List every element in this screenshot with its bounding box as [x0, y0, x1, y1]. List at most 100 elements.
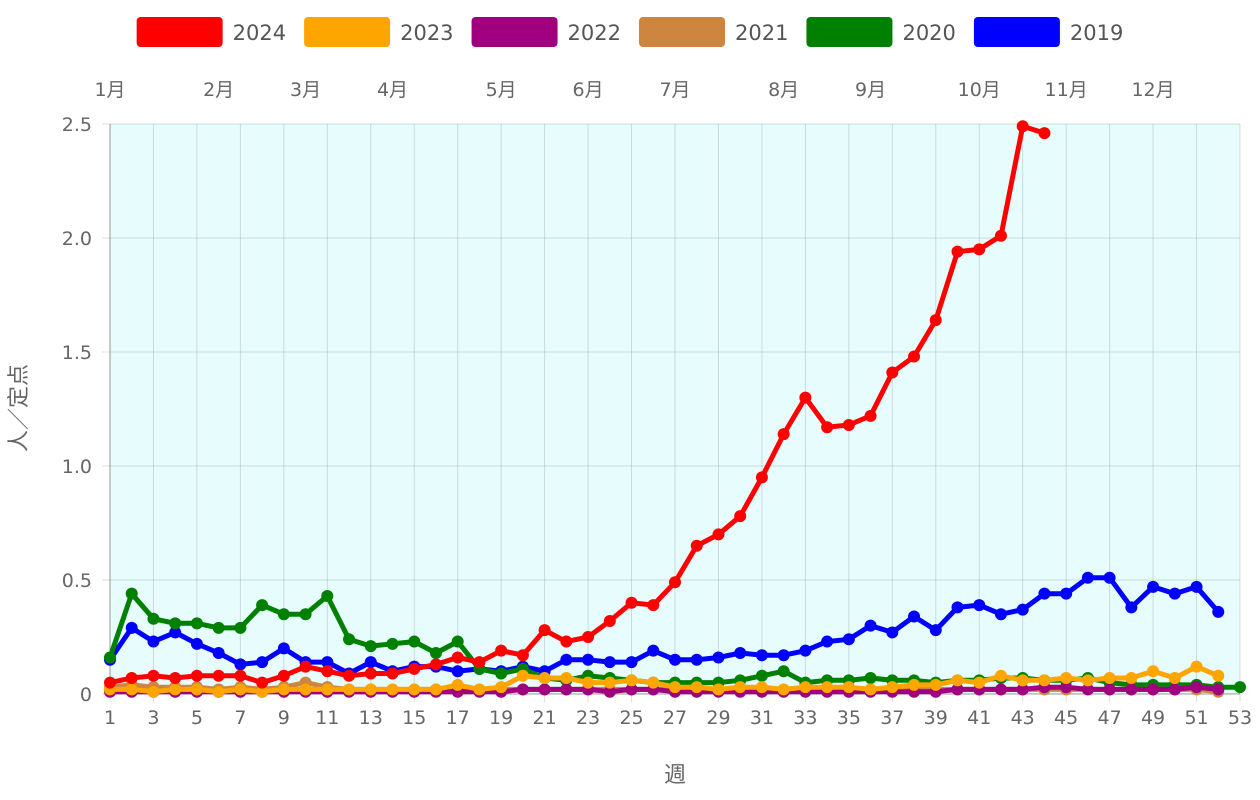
data-point [1234, 681, 1246, 694]
data-point [712, 683, 725, 696]
data-point [234, 658, 247, 671]
data-point [473, 683, 486, 696]
data-point [147, 635, 160, 648]
data-point [864, 619, 877, 632]
data-point [190, 669, 203, 682]
data-point [234, 683, 247, 696]
data-point [429, 646, 442, 659]
data-point [364, 640, 377, 653]
legend-swatch [304, 17, 391, 47]
data-point [842, 633, 855, 646]
data-point [821, 681, 834, 694]
data-point [951, 245, 964, 258]
data-point [212, 669, 225, 682]
data-point [1103, 672, 1116, 685]
x-tick-label: 3 [147, 707, 159, 729]
data-point [842, 681, 855, 694]
data-point [299, 608, 312, 621]
data-point [777, 428, 790, 441]
data-point [734, 681, 747, 694]
data-point [560, 672, 573, 685]
month-label: 1月 [94, 79, 125, 101]
data-point [321, 589, 334, 602]
data-point [125, 672, 138, 685]
data-point [1081, 571, 1094, 584]
data-point [799, 391, 812, 404]
data-point [603, 615, 616, 628]
x-tick-label: 31 [750, 707, 774, 729]
x-tick-label: 41 [967, 707, 991, 729]
data-point [908, 610, 921, 623]
data-point [1060, 672, 1073, 685]
data-point [1212, 669, 1225, 682]
data-point [256, 656, 269, 669]
data-point [495, 681, 508, 694]
data-point [560, 653, 573, 666]
data-point [277, 608, 290, 621]
data-point [625, 674, 638, 687]
data-point [625, 683, 638, 696]
data-point [408, 662, 421, 675]
data-point [842, 418, 855, 431]
data-point [755, 471, 768, 484]
x-tick-label: 47 [1098, 707, 1122, 729]
data-point [1125, 683, 1138, 696]
data-point [777, 665, 790, 678]
data-point [147, 685, 160, 698]
data-point [429, 658, 442, 671]
data-point [234, 621, 247, 634]
data-point [582, 676, 595, 689]
data-point [625, 656, 638, 669]
data-point [603, 685, 616, 698]
data-point [234, 669, 247, 682]
data-point [647, 599, 660, 612]
data-point [321, 656, 334, 669]
data-point [755, 669, 768, 682]
legend-item: 2020 [806, 17, 956, 47]
y-tick-label: 2.5 [62, 114, 92, 136]
data-point [1016, 674, 1029, 687]
data-point [169, 672, 182, 685]
y-tick-label: 2.0 [62, 228, 92, 250]
data-point [1038, 674, 1051, 687]
data-point [212, 685, 225, 698]
data-point [734, 646, 747, 659]
data-point [690, 539, 703, 552]
x-tick-label: 35 [837, 707, 861, 729]
y-tick-label: 1.0 [62, 456, 92, 478]
data-point [603, 656, 616, 669]
data-point [190, 617, 203, 630]
data-point [516, 669, 529, 682]
x-tick-label: 11 [315, 707, 339, 729]
data-point [690, 681, 703, 694]
data-point [973, 676, 986, 689]
data-point [690, 653, 703, 666]
x-tick-label: 19 [489, 707, 513, 729]
data-point [538, 672, 551, 685]
legend-item: 2024 [136, 17, 286, 47]
data-point [755, 681, 768, 694]
data-point [147, 669, 160, 682]
data-point [1125, 601, 1138, 614]
data-point [473, 656, 486, 669]
data-point [1190, 580, 1203, 593]
data-point [343, 633, 356, 646]
x-tick-label: 53 [1228, 707, 1252, 729]
plot-area [110, 124, 1240, 694]
data-point [647, 644, 660, 657]
data-point [451, 635, 464, 648]
month-label: 6月 [573, 79, 604, 101]
data-point [1081, 674, 1094, 687]
x-tick-label: 17 [446, 707, 470, 729]
data-point [734, 510, 747, 523]
data-point [799, 644, 812, 657]
legend-label: 2020 [902, 21, 955, 45]
data-point [277, 669, 290, 682]
data-point [169, 617, 182, 630]
data-point [299, 660, 312, 673]
data-point [125, 621, 138, 634]
data-point [712, 651, 725, 664]
data-point [1147, 665, 1160, 678]
data-point [1038, 587, 1051, 600]
legend-label: 2023 [400, 21, 453, 45]
